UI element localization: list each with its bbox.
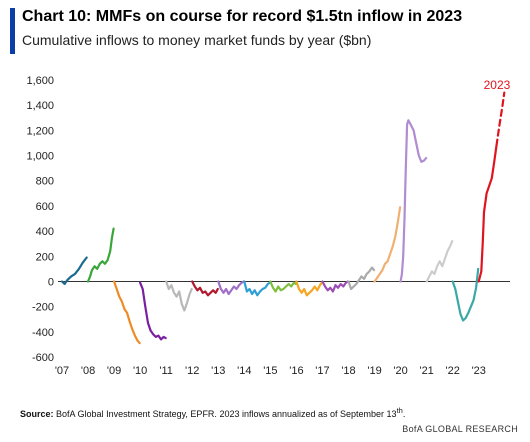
series-line-2023 [477,144,498,283]
y-tick-label: 1,400 [26,100,54,112]
series-line-2021 [425,240,454,283]
source-note: Source: BofA Global Investment Strategy,… [20,406,405,419]
x-tick-label: '10 [133,365,147,377]
x-tick-label: '13 [211,365,225,377]
source-text: BofA Global Investment Strategy, EPFR. 2… [56,409,397,419]
y-tick-label: 0 [48,276,54,288]
series-line-2010 [139,281,167,341]
x-tick-label: '20 [393,365,407,377]
series-line-2023-annualized [495,91,506,147]
y-tick-label: 800 [36,176,54,188]
title-accent-bar [10,8,15,54]
series-line-2011 [165,280,193,312]
series-line-2017 [321,280,350,293]
x-tick-label: '22 [446,365,460,377]
x-tick-label: '14 [237,365,251,377]
x-tick-label: '15 [263,365,277,377]
x-tick-label: '21 [419,365,433,377]
series-line-2022 [451,267,480,322]
x-tick-label: '09 [107,365,121,377]
y-tick-label: 200 [36,251,54,263]
series-line-2009 [113,280,141,345]
chart-title: Chart 10: MMFs on course for record $1.5… [22,8,463,25]
source-label: Source: [20,409,54,419]
x-tick-label: '16 [289,365,303,377]
y-tick-label: 1,000 [26,151,54,163]
series-line-2019 [373,206,402,283]
series-line-2013 [217,280,245,296]
y-tick-label: -600 [32,352,54,364]
source-end: . [402,409,406,419]
series-line-2015 [269,280,297,293]
x-tick-label: '18 [341,365,355,377]
source-superscript: th [396,406,403,415]
y-tick-label: 600 [36,201,54,213]
series-line-2012 [191,280,219,297]
x-tick-label: '19 [367,365,381,377]
x-tick-label: '08 [81,365,95,377]
series-line-2007 [60,256,88,286]
brand-label: BofA GLOBAL RESEARCH [402,424,518,434]
x-tick-label: '23 [472,365,486,377]
series-line-2008 [86,227,115,283]
y-tick-label: 400 [36,226,54,238]
x-tick-label: '17 [315,365,329,377]
y-tick-label: -200 [32,302,54,314]
annotation-label: 2023 [484,78,511,92]
x-tick-label: '11 [159,365,173,377]
y-tick-label: 1,200 [26,125,54,137]
y-tick-label: -400 [32,327,54,339]
series-line-2016 [295,280,323,297]
x-tick-label: '07 [55,365,69,377]
x-tick-label: '12 [185,365,199,377]
series-line-2014 [243,280,271,297]
series-line-2018 [347,266,376,291]
chart-area: -600 -400 -200 0 200 400 600 800 1,000 1,200 1,400… [26,75,511,377]
series-line-2020 [399,119,428,283]
chart-subtitle: Cumulative inflows to money market funds… [22,32,372,48]
y-tick-label: 1,600 [26,75,54,87]
